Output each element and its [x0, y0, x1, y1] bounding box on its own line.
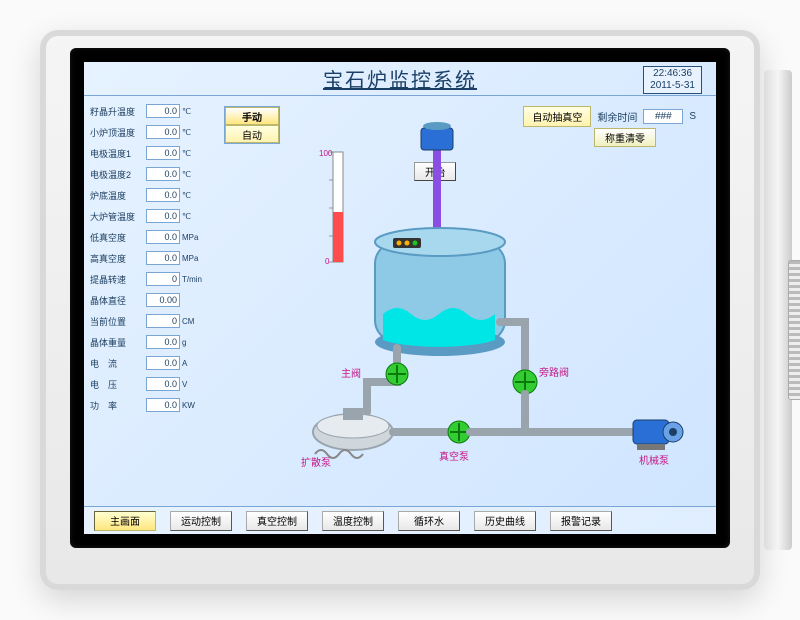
svg-text:0: 0: [325, 257, 330, 266]
param-row: 提晶转速0T/min: [90, 270, 208, 288]
param-label: 籽晶升温度: [90, 105, 146, 118]
parameter-sidebar: 籽晶升温度0.0℃小炉顶温度0.0℃电极温度10.0℃电极温度20.0℃炉底温度…: [90, 102, 208, 414]
param-value: 0.0: [146, 377, 180, 391]
param-unit: MPa: [180, 254, 202, 263]
clock-box: 22:46:36 2011-5-31: [643, 66, 702, 94]
param-label: 电极温度2: [90, 168, 146, 181]
param-unit: MPa: [180, 233, 202, 242]
clock-date: 2011-5-31: [650, 80, 695, 92]
hmi-screen: 宝石炉监控系统 22:46:36 2011-5-31 籽晶升温度0.0℃小炉顶温…: [84, 62, 716, 534]
param-value: 0.0: [146, 167, 180, 181]
param-value: 0.0: [146, 230, 180, 244]
param-row: 小炉顶温度0.0℃: [90, 123, 208, 141]
param-row: 电极温度20.0℃: [90, 165, 208, 183]
bottom-nav: 主画面运动控制真空控制温度控制循环水历史曲线报警记录: [84, 506, 716, 534]
param-unit: CM: [180, 317, 202, 326]
param-row: 高真空度0.0MPa: [90, 249, 208, 267]
param-label: 电 流: [90, 357, 146, 370]
mechanical-pump-label: 机械泵: [639, 454, 669, 467]
param-unit: ℃: [180, 212, 202, 221]
main-valve-label: 主阀: [341, 367, 361, 380]
param-row: 低真空度0.0MPa: [90, 228, 208, 246]
nav-temp-button[interactable]: 温度控制: [322, 511, 384, 531]
nav-vacuum-button[interactable]: 真空控制: [246, 511, 308, 531]
remaining-time-unit: S: [689, 111, 696, 122]
param-value: 0.0: [146, 104, 180, 118]
clock-time: 22:46:36: [650, 68, 695, 80]
param-unit: T/min: [180, 275, 202, 284]
param-unit: g: [180, 338, 202, 347]
page-title: 宝石炉监控系统: [323, 64, 477, 93]
param-unit: ℃: [180, 191, 202, 200]
param-row: 晶体重量0.0g: [90, 333, 208, 351]
param-label: 功 率: [90, 399, 146, 412]
param-label: 晶体直径: [90, 294, 146, 307]
device-grille-icon: [788, 260, 800, 400]
device-side-profile: [764, 70, 792, 550]
param-label: 低真空度: [90, 231, 146, 244]
param-row: 炉底温度0.0℃: [90, 186, 208, 204]
param-unit: ℃: [180, 128, 202, 137]
nav-main-button[interactable]: 主画面: [94, 511, 156, 531]
param-row: 籽晶升温度0.0℃: [90, 102, 208, 120]
param-unit: KW: [180, 401, 202, 410]
param-label: 当前位置: [90, 315, 146, 328]
butterfly-valve-label: 旁路阀: [539, 366, 569, 379]
param-value: 0.0: [146, 335, 180, 349]
param-row: 功 率0.0KW: [90, 396, 208, 414]
diffusion-pump-label: 扩散泵: [301, 456, 331, 469]
param-label: 电极温度1: [90, 147, 146, 160]
industrial-panel-device: 宝石炉监控系统 22:46:36 2011-5-31 籽晶升温度0.0℃小炉顶温…: [40, 30, 760, 590]
param-value: 0.0: [146, 398, 180, 412]
param-unit: A: [180, 359, 202, 368]
param-unit: V: [180, 380, 202, 389]
param-value: 0: [146, 314, 180, 328]
nav-cooling-button[interactable]: 循环水: [398, 511, 460, 531]
param-row: 当前位置0CM: [90, 312, 208, 330]
param-value: 0.0: [146, 209, 180, 223]
process-diagram: 100 0: [224, 122, 706, 502]
nav-motion-button[interactable]: 运动控制: [170, 511, 232, 531]
param-label: 炉底温度: [90, 189, 146, 202]
param-row: 晶体直径0.00: [90, 291, 208, 309]
level-gauge-icon: 100 0: [319, 149, 343, 266]
param-label: 大炉管温度: [90, 210, 146, 223]
param-label: 高真空度: [90, 252, 146, 265]
svg-text:100: 100: [319, 149, 333, 158]
screen-bezel: 宝石炉监控系统 22:46:36 2011-5-31 籽晶升温度0.0℃小炉顶温…: [70, 48, 730, 548]
mechanical-pump-icon: [633, 420, 683, 450]
pipe-tank-right-icon: [500, 322, 525, 377]
nav-history-button[interactable]: 历史曲线: [474, 511, 536, 531]
param-value: 0.0: [146, 188, 180, 202]
param-label: 小炉顶温度: [90, 126, 146, 139]
vacuum-pump-label: 真空泵: [439, 450, 469, 463]
param-label: 提晶转速: [90, 273, 146, 286]
main-tank-icon: [375, 228, 505, 356]
param-row: 电 压0.0V: [90, 375, 208, 393]
main-valve-icon: [386, 363, 408, 385]
param-value: 0.0: [146, 356, 180, 370]
param-value: 0.00: [146, 293, 180, 307]
param-value: 0.0: [146, 146, 180, 160]
param-row: 电 流0.0A: [90, 354, 208, 372]
param-value: 0.0: [146, 125, 180, 139]
param-unit: ℃: [180, 107, 202, 116]
param-value: 0: [146, 272, 180, 286]
param-value: 0.0: [146, 251, 180, 265]
param-unit: ℃: [180, 149, 202, 158]
param-unit: ℃: [180, 170, 202, 179]
diffusion-pump-icon: [313, 408, 393, 458]
param-label: 电 压: [90, 378, 146, 391]
header-bar: 宝石炉监控系统 22:46:36 2011-5-31: [84, 62, 716, 96]
param-row: 大炉管温度0.0℃: [90, 207, 208, 225]
nav-alarm-button[interactable]: 报警记录: [550, 511, 612, 531]
param-label: 晶体重量: [90, 336, 146, 349]
param-row: 电极温度10.0℃: [90, 144, 208, 162]
